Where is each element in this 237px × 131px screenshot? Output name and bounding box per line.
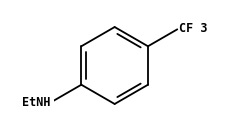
Text: EtNH: EtNH	[22, 96, 50, 109]
Text: CF 3: CF 3	[179, 22, 208, 35]
